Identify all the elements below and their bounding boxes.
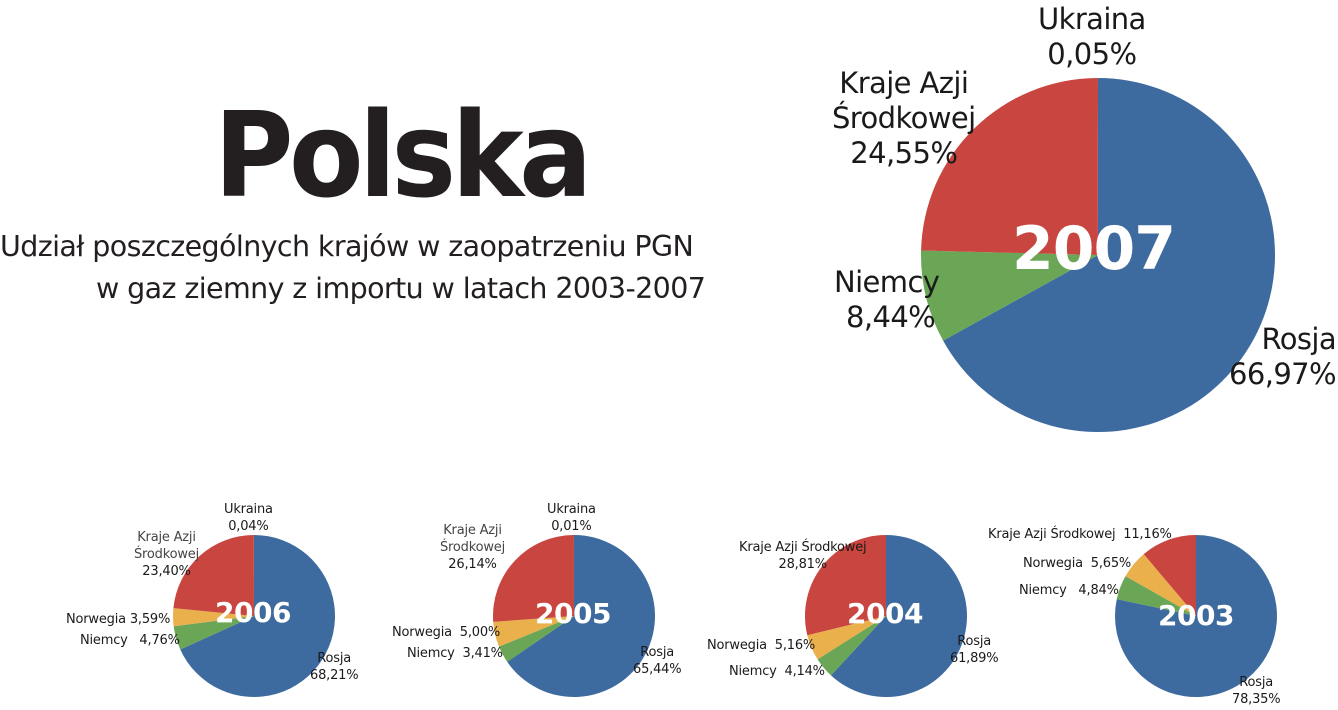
label-text: Ukraina	[547, 502, 596, 517]
subtitle-line-1: Udział poszczególnych krajów w zaopatrze…	[0, 230, 694, 263]
slice-label-niemcy: Niemcy 3,41%	[407, 646, 503, 661]
label-text: Środkowej	[134, 547, 199, 562]
pie-slice-niemcy	[498, 616, 574, 662]
pie-year-label: 2005	[535, 597, 611, 630]
label-value: 68,21%	[310, 668, 359, 683]
pie-2004	[805, 535, 968, 698]
slice-label-kraje-azji: Kraje Azji Środkowej 28,81%	[739, 539, 867, 573]
page-subtitle: Udział poszczególnych krajów w zaopatrze…	[0, 226, 748, 310]
pie-year-label: 2007	[1012, 214, 1176, 284]
label-value: 66,97%	[1229, 357, 1337, 391]
label-value: 61,89%	[950, 651, 999, 666]
slice-label-norwegia: Norwegia 3,59%	[66, 612, 171, 627]
label-value: 65,44%	[633, 662, 682, 677]
slice-label-niemcy: Niemcy 4,76%	[80, 633, 180, 648]
pie-slice-kraje-azji-rodkowej	[493, 535, 574, 622]
pie-2007	[921, 78, 1275, 432]
label-value: 23,40%	[142, 564, 191, 579]
label-value: 78,35%	[1232, 692, 1281, 707]
slice-label-niemcy: Niemcy 4,14%	[729, 664, 825, 679]
slice-label-rosja: Rosja 66,97%	[1220, 322, 1337, 392]
slice-label-ukraina: Ukraina 0,01%	[547, 501, 596, 535]
pie-slice-kraje-azji-rodkowej	[805, 535, 886, 636]
label-text: Kraje Azji	[839, 66, 969, 100]
pie-slice-niemcy	[173, 616, 254, 650]
label-text: Środkowej	[440, 540, 505, 555]
page-title: Polska	[214, 86, 592, 224]
slice-label-kraje-azji: Kraje Azji Środkowej 26,14%	[440, 522, 505, 573]
slice-label-rosja: Rosja 68,21%	[310, 650, 359, 684]
pie-slice-rosja	[830, 535, 968, 698]
slice-label-rosja: Rosja 61,89%	[950, 633, 999, 667]
pie-slice-kraje-azji-rodkowej	[1143, 535, 1196, 616]
label-text: Rosja	[1239, 675, 1274, 690]
label-value: 0,01%	[551, 519, 592, 534]
slice-label-niemcy: Niemcy 8,44%	[834, 265, 940, 335]
label-text: Środkowej	[832, 101, 976, 135]
slice-label-kraje-azji: Kraje Azji Środkowej 11,16%	[988, 527, 1172, 542]
pie-slice-niemcy	[921, 250, 1098, 341]
pie-slice-norwegia	[807, 616, 886, 660]
label-text: Rosja	[317, 651, 352, 666]
pie-slice-kraje-azji-rodkowej	[173, 535, 254, 616]
slice-label-ukraina: Ukraina 0,04%	[224, 501, 273, 535]
pie-slice-niemcy	[1116, 576, 1196, 616]
label-text: Kraje Azji Środkowej	[739, 540, 867, 555]
pie-slice-rosja	[180, 535, 335, 697]
slice-label-kraje-azji: Kraje Azji Środkowej 23,40%	[134, 529, 199, 580]
label-text: Niemcy	[834, 265, 940, 299]
pie-slice-niemcy	[817, 616, 886, 676]
label-text: Rosja	[957, 634, 992, 649]
pie-slice-ukraina	[1097, 78, 1098, 255]
pie-slice-rosja	[507, 535, 656, 698]
pie-slice-norwegia	[493, 616, 574, 647]
slice-label-norwegia: Norwegia 5,00%	[392, 625, 501, 640]
label-value: 8,44%	[846, 300, 936, 334]
slice-label-niemcy: Niemcy 4,84%	[1019, 583, 1119, 598]
slice-label-rosja: Rosja 65,44%	[633, 644, 682, 678]
label-value: 0,05%	[1047, 37, 1137, 71]
pie-2006	[173, 535, 335, 697]
slice-label-rosja: Rosja 78,35%	[1232, 674, 1281, 708]
label-text: Rosja	[640, 645, 675, 660]
label-value: 24,55%	[850, 136, 958, 170]
pie-slice-kraje-azji-rodkowej	[921, 78, 1098, 255]
slice-label-ukraina: Ukraina 0,05%	[1038, 2, 1146, 72]
pie-year-label: 2003	[1158, 599, 1234, 632]
label-text: Kraje Azji	[137, 530, 196, 545]
label-text: Ukraina	[1038, 2, 1146, 36]
pie-2003	[1115, 535, 1278, 697]
slice-label-kraje-azji: Kraje Azji Środkowej 24,55%	[832, 66, 976, 171]
pie-slice-norwegia	[173, 608, 254, 627]
label-text: Kraje Azji	[443, 523, 502, 538]
slice-label-norwegia: Norwegia 5,16%	[707, 638, 816, 653]
pie-2005	[493, 535, 656, 698]
pie-year-label: 2006	[215, 596, 291, 629]
label-text: Ukraina	[224, 502, 273, 517]
label-text: Rosja	[1261, 322, 1336, 356]
label-value: 0,04%	[228, 519, 269, 534]
pie-slice-rosja	[943, 78, 1275, 432]
slice-label-norwegia: Norwegia 5,65%	[1023, 556, 1132, 571]
label-value: 28,81%	[778, 557, 828, 572]
pie-year-label: 2004	[847, 597, 923, 630]
label-value: 26,14%	[448, 557, 497, 572]
subtitle-line-2: w gaz ziemny z importu w latach 2003-200…	[96, 272, 706, 305]
pie-slice-norwegia	[1125, 554, 1196, 616]
